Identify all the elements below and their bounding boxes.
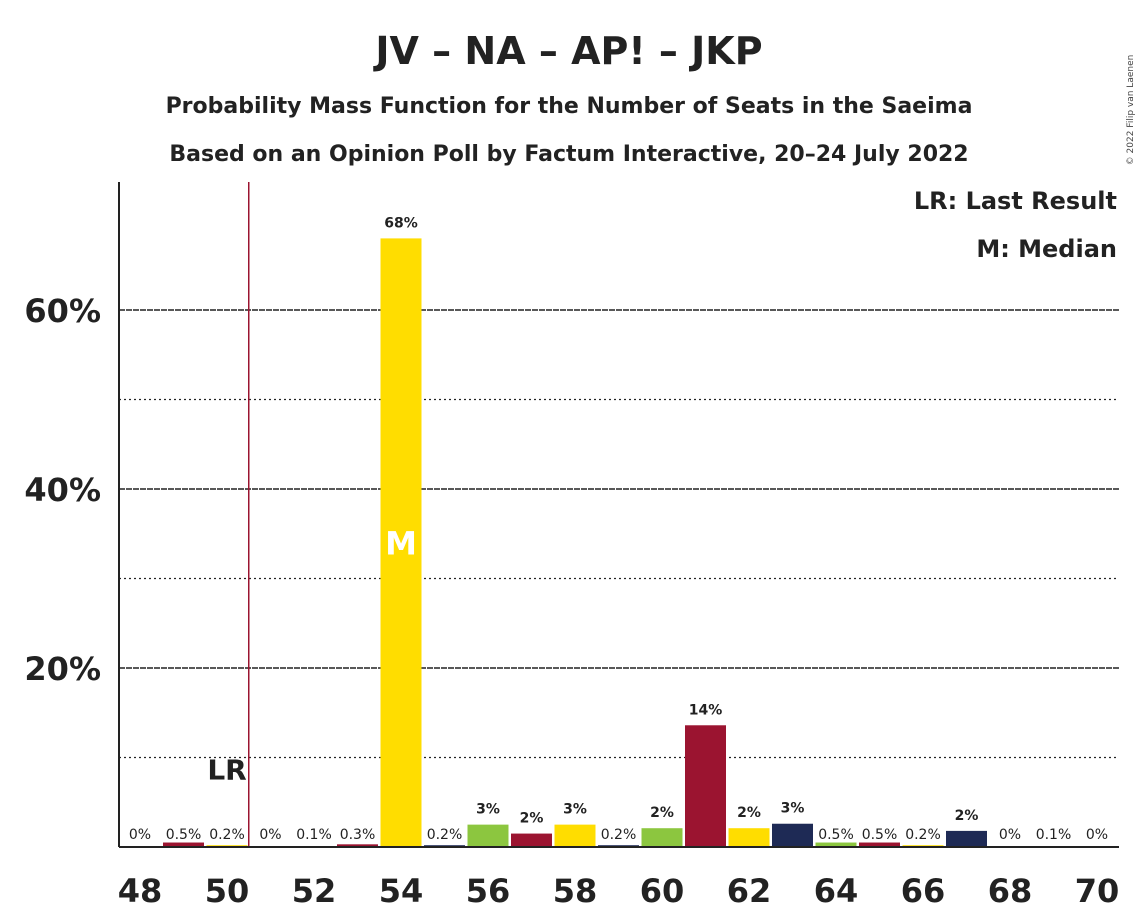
- data-label-seat-54: 68%: [384, 215, 418, 231]
- last-result-marker: LR: [207, 754, 246, 787]
- data-label-seat-69: 0.1%: [1036, 827, 1072, 843]
- data-label-seat-61: 14%: [689, 702, 723, 718]
- x-tick-70: 70: [1075, 872, 1120, 910]
- bar-seat-64: [815, 842, 857, 847]
- y-tick-60: 60%: [24, 292, 101, 330]
- bar-seat-53: [337, 844, 378, 847]
- x-tick-60: 60: [640, 872, 685, 910]
- data-label-seat-62: 2%: [737, 805, 761, 821]
- axes: [118, 182, 1119, 848]
- x-tick-50: 50: [205, 872, 250, 910]
- data-label-seat-66: 0.2%: [905, 827, 941, 843]
- median-marker: M: [385, 525, 417, 563]
- x-tick-62: 62: [727, 872, 772, 910]
- data-label-seat-53: 0.3%: [340, 827, 376, 843]
- y-tick-labels: 20% 40% 60%: [24, 292, 101, 688]
- copyright-notice: © 2022 Filip van Laenen: [1126, 55, 1136, 166]
- x-tick-58: 58: [553, 872, 598, 910]
- bar-seat-60: [641, 828, 683, 847]
- x-tick-64: 64: [814, 872, 859, 910]
- bar-seat-61: [685, 725, 726, 847]
- data-label-seat-65: 0.5%: [862, 827, 898, 843]
- bar-seat-49: [163, 842, 204, 847]
- chart-subtitle-poll: Based on an Opinion Poll by Factum Inter…: [169, 142, 968, 167]
- chart-title: JV – NA – AP! – JKP: [372, 29, 762, 73]
- bar-seat-54: [380, 238, 422, 847]
- data-label-seat-52: 0.1%: [296, 827, 332, 843]
- data-labels: 0% 0.5% 0.2% 0% 0.1% 0.3% 68% 0.2% 3% 2% 3% 0.2% 2% 1…: [129, 215, 1108, 843]
- bar-seat-58: [554, 824, 596, 847]
- data-label-seat-56: 3%: [476, 802, 500, 818]
- bar-seat-56: [467, 824, 509, 847]
- gridlines: [119, 309, 1119, 759]
- bar-seat-63: [772, 823, 813, 847]
- x-tick-48: 48: [118, 872, 163, 910]
- data-label-seat-59: 0.2%: [601, 827, 637, 843]
- x-tick-68: 68: [988, 872, 1033, 910]
- data-label-seat-55: 0.2%: [427, 827, 463, 843]
- legend-last-result: LR: Last Result: [914, 187, 1117, 215]
- x-tick-54: 54: [379, 872, 424, 910]
- y-tick-40: 40%: [24, 471, 101, 509]
- data-label-seat-50: 0.2%: [209, 827, 245, 843]
- x-tick-66: 66: [901, 872, 946, 910]
- x-tick-56: 56: [466, 872, 511, 910]
- data-label-seat-49: 0.5%: [166, 827, 202, 843]
- data-label-seat-64: 0.5%: [818, 827, 854, 843]
- y-tick-20: 20%: [24, 650, 101, 688]
- last-result-group: LR: [207, 182, 250, 847]
- legend-median: M: Median: [976, 235, 1117, 263]
- x-tick-52: 52: [292, 872, 337, 910]
- bars: M: [163, 238, 1074, 847]
- data-label-seat-48: 0%: [129, 827, 151, 843]
- bar-seat-57: [511, 833, 552, 847]
- data-label-seat-58: 3%: [563, 802, 587, 818]
- bar-seat-67: [946, 830, 987, 847]
- bar-seat-62: [728, 828, 770, 847]
- chart-subtitle: Probability Mass Function for the Number…: [166, 94, 973, 119]
- data-label-seat-68: 0%: [999, 827, 1021, 843]
- data-label-seat-60: 2%: [650, 805, 674, 821]
- data-label-seat-70: 0%: [1086, 827, 1108, 843]
- data-label-seat-63: 3%: [781, 801, 805, 817]
- data-label-seat-67: 2%: [955, 808, 979, 824]
- x-tick-labels: 48 50 52 54 56 58 60 62 64 66 68 70: [118, 872, 1120, 910]
- data-label-seat-51: 0%: [259, 827, 281, 843]
- bar-seat-65: [859, 842, 900, 847]
- data-label-seat-57: 2%: [520, 811, 544, 827]
